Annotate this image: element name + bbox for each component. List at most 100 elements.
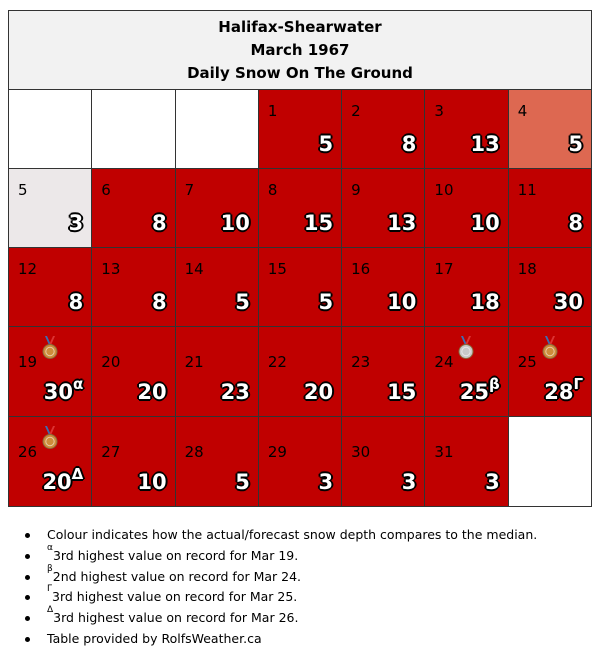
day-number: 9 [351, 181, 361, 199]
snow-depth-value: 20 [304, 380, 333, 404]
empty-day-cell [174, 89, 259, 169]
record-footnote-marker: Γ [573, 375, 583, 393]
snow-depth-value: 13 [387, 211, 416, 235]
footnote-item: Γ3rd highest value on record for Mar 25. [20, 585, 537, 608]
day-cell: 20 20 [91, 326, 176, 417]
bronze-medal-icon [42, 426, 58, 449]
snow-depth-value: 30 [554, 290, 583, 314]
day-number: 26 [18, 443, 38, 461]
day-number: 17 [434, 260, 454, 278]
day-cell: 18 30 [507, 247, 593, 327]
month-year: March 1967 [250, 40, 350, 59]
snow-depth-value: 8 [152, 211, 167, 235]
day-number: 14 [184, 260, 204, 278]
footnotes-list: Colour indicates how the actual/forecast… [20, 525, 537, 650]
day-number: 11 [517, 181, 537, 199]
snow-depth-number: 10 [137, 470, 167, 494]
day-number: 15 [267, 260, 287, 278]
bronze-medal-icon [42, 336, 58, 359]
snow-depth-value: 15 [304, 211, 333, 235]
day-cell: 24 25β [424, 326, 509, 417]
snow-depth-number: 8 [568, 211, 583, 235]
footnote-text: 3rd highest value on record for Mar 26. [53, 610, 299, 626]
footnote-marker: β [47, 563, 53, 574]
calendar-weeks: 1 5 2 8 3 13 4 5 5 3 6 8 7 10 8 15 9 13 10 10 11 8 12 8 13 8 14 5 15… [7, 89, 593, 507]
footnote-text: Colour indicates how the actual/forecast… [47, 527, 538, 542]
snow-depth-value: 23 [221, 380, 250, 404]
snow-depth-value: 8 [69, 290, 84, 314]
snow-depth-number: 28 [544, 380, 574, 404]
snow-depth-number: 23 [220, 380, 250, 404]
day-number: 20 [101, 353, 121, 371]
day-number: 5 [18, 181, 28, 199]
day-cell: 13 8 [91, 247, 176, 327]
day-number: 25 [517, 353, 537, 371]
day-cell: 28 5 [174, 416, 259, 507]
footnote-marker: Δ [47, 605, 54, 616]
snow-depth-value: 3 [69, 211, 84, 235]
snow-depth-value: 18 [470, 290, 499, 314]
day-cell: 15 5 [257, 247, 343, 327]
snow-depth-number: 15 [387, 380, 417, 404]
table-subject: Daily Snow On The Ground [187, 63, 413, 82]
day-cell: 12 8 [7, 247, 93, 327]
day-number: 16 [351, 260, 371, 278]
snow-depth-value: 30α [43, 377, 84, 405]
snow-depth-value: 5 [319, 290, 334, 314]
snow-depth-value: 10 [221, 211, 250, 235]
day-cell: 30 3 [341, 416, 426, 507]
footnote-text: 2nd highest value on record for Mar 24. [52, 568, 302, 584]
snow-depth-number: 3 [485, 470, 500, 494]
day-cell: 11 8 [507, 168, 593, 248]
snow-depth-number: 13 [470, 132, 500, 156]
snow-depth-value: 8 [152, 290, 167, 314]
day-number: 30 [351, 443, 371, 461]
day-number: 2 [351, 102, 361, 120]
footnote-marker: α [47, 542, 53, 553]
empty-day-cell [507, 416, 593, 507]
day-number: 13 [101, 260, 121, 278]
footnote-item: Colour indicates how the actual/forecast… [20, 525, 537, 546]
snow-depth-number: 3 [68, 211, 84, 235]
day-number: 7 [184, 181, 195, 199]
footnote-item: β2nd highest value on record for Mar 24. [20, 563, 537, 588]
silver-medal-icon [458, 336, 474, 359]
station-name: Halifax-Shearwater [218, 17, 382, 36]
snow-depth-number: 30 [43, 380, 73, 404]
snow-depth-number: 8 [401, 132, 417, 156]
snow-depth-number: 15 [303, 211, 334, 235]
calendar-week-row: 1 5 2 8 3 13 4 5 [7, 89, 593, 169]
snow-depth-number: 13 [387, 211, 417, 235]
snow-depth-value: 8 [402, 132, 417, 156]
snow-depth-value: 20 [137, 380, 166, 404]
snow-depth-value: 15 [387, 380, 416, 404]
bronze-medal-icon [542, 336, 558, 359]
record-footnote-marker: α [72, 375, 84, 393]
day-cell: 8 15 [257, 168, 343, 248]
snow-depth-value: 13 [470, 132, 499, 156]
snow-depth-value: 5 [319, 132, 334, 156]
day-cell: 21 23 [174, 326, 259, 417]
day-number: 4 [517, 102, 528, 120]
snow-depth-number: 5 [318, 290, 334, 314]
record-footnote-marker: β [488, 375, 500, 393]
day-number: 24 [434, 353, 454, 371]
day-cell: 26 20Δ [7, 416, 93, 507]
day-number: 31 [434, 443, 454, 461]
empty-day-cell [7, 89, 93, 169]
snow-depth-value: 10 [387, 290, 416, 314]
snow-depth-number: 5 [235, 470, 250, 494]
day-number: 27 [101, 443, 121, 461]
calendar-week-row: 5 3 6 8 7 10 8 15 9 13 10 10 11 8 [7, 168, 593, 248]
snow-depth-number: 25 [459, 380, 489, 404]
snow-depth-value: 3 [319, 470, 334, 494]
footnote-text: Table provided by RolfsWeather.ca [47, 630, 262, 646]
calendar-title: Halifax-Shearwater March 1967 Daily Snow… [8, 10, 592, 90]
day-cell: 19 30α [7, 326, 93, 417]
footnote-item: α3rd highest value on record for Mar 19. [20, 542, 537, 567]
